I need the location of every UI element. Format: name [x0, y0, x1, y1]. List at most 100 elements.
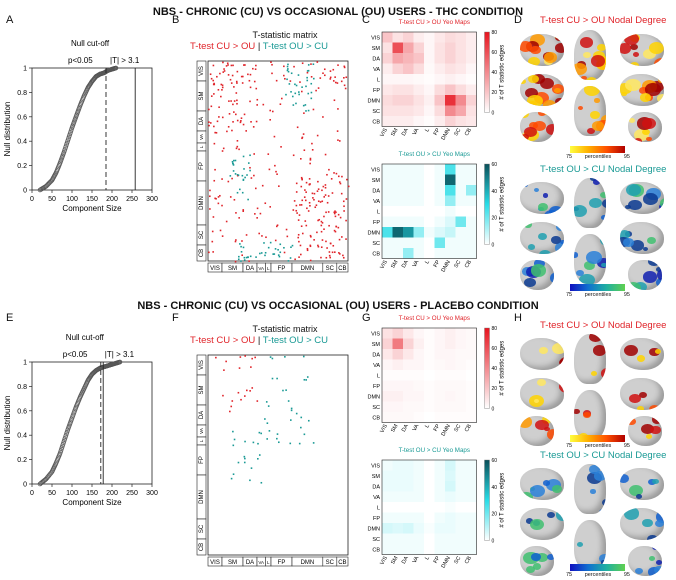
- matrix-edge: [317, 244, 319, 247]
- matrix-edge: [276, 224, 279, 227]
- brain-surface: [520, 222, 564, 254]
- matrix-edge: [298, 214, 301, 216]
- matrix-edge: [256, 207, 259, 210]
- matrix-edge: [220, 95, 222, 98]
- network-box-bottom: [336, 556, 349, 567]
- activation-blob: [580, 75, 587, 80]
- heatmap-cell: [455, 412, 466, 423]
- heatmap-row-label: CB: [372, 251, 380, 257]
- heatmap-cell: [392, 216, 403, 227]
- heatmap-cell: [434, 174, 445, 185]
- nodal-colorbar-red-placebo: [570, 435, 625, 442]
- matrix-edge: [285, 228, 288, 231]
- heatmap-cell: [424, 328, 435, 339]
- matrix-edge: [326, 201, 329, 204]
- brain-surface: [620, 182, 664, 214]
- heatmap-cell: [392, 338, 403, 349]
- matrix-edge: [343, 205, 345, 208]
- matrix-edge: [248, 260, 250, 262]
- heatmap-col-label: SC: [453, 423, 462, 433]
- matrix-edge: [233, 100, 236, 102]
- heatmap-cell: [434, 206, 445, 217]
- matrix-edge: [222, 394, 224, 397]
- matrix-edge: [253, 80, 256, 83]
- brain-surface: [574, 464, 606, 514]
- activation-blob: [623, 238, 634, 247]
- brain-surface: [520, 378, 564, 410]
- heatmap-cell: [466, 84, 477, 95]
- heatmap-cell: [413, 481, 424, 492]
- heatmap-cell: [413, 227, 424, 238]
- heatmap-cell: [455, 237, 466, 248]
- network-label-bottom: DMN: [301, 266, 315, 272]
- matrix-edge: [309, 259, 312, 262]
- activation-blob: [641, 118, 656, 130]
- colorbar-tick-label: 60: [492, 346, 498, 352]
- activation-blob: [620, 230, 631, 239]
- matrix-edge: [305, 85, 307, 88]
- brain-surface: [620, 222, 664, 254]
- network-label-left: SM: [199, 91, 205, 100]
- heatmap-cell: [392, 512, 403, 523]
- heatmap-cell: [445, 491, 456, 502]
- matrix-edge: [296, 212, 298, 214]
- nodal-title-teal-placebo: T-test OU > CU Nodal Degree: [540, 450, 667, 461]
- network-box-bottom: [336, 262, 349, 273]
- heatmap-cell: [466, 63, 477, 74]
- activation-blob: [634, 129, 650, 142]
- matrix-edge: [233, 198, 236, 201]
- matrix-edge: [341, 236, 343, 238]
- brain-surface: [574, 30, 606, 80]
- activation-blob: [522, 182, 528, 187]
- activation-blob: [657, 468, 664, 473]
- matrix-edge: [209, 122, 212, 124]
- heatmap-row-label: DA: [372, 484, 380, 490]
- activation-blob: [552, 484, 562, 493]
- matrix-edge: [301, 177, 303, 180]
- network-label-left: CB: [199, 543, 205, 551]
- heatmap-cell: [434, 349, 445, 360]
- activation-blob: [601, 374, 606, 384]
- heatmap-cell: [382, 248, 393, 259]
- heatmap-cell: [424, 105, 435, 116]
- matrix-edge: [264, 254, 266, 257]
- activation-blob: [555, 242, 564, 254]
- matrix-edge: [305, 191, 307, 193]
- brain-surface: [520, 508, 564, 540]
- matrix-edge: [337, 139, 339, 141]
- matrix-edge: [241, 191, 244, 194]
- heatmap-col-label: SC: [453, 555, 462, 565]
- matrix-edge: [223, 369, 225, 371]
- matrix-edge: [244, 64, 246, 66]
- heatmap-cell: [466, 460, 477, 471]
- matrix-edge: [340, 192, 343, 195]
- heatmap-cell: [424, 164, 435, 175]
- heatmap-cell: [413, 164, 424, 175]
- heatmap-cell: [466, 237, 477, 248]
- heatmap-cell: [403, 248, 414, 259]
- matrix-edge: [240, 251, 243, 253]
- heatmap-cell: [455, 512, 466, 523]
- matrix-edge: [271, 72, 273, 75]
- matrix-edge: [319, 77, 322, 79]
- colorbar-tick-label: 60: [492, 458, 498, 464]
- matrix-edge: [274, 164, 276, 167]
- x-tick-label: 150: [86, 490, 98, 497]
- activation-blob: [520, 492, 533, 500]
- matrix-edge: [258, 232, 261, 235]
- matrix-edge: [305, 224, 308, 227]
- heatmap-cell: [434, 42, 445, 53]
- matrix-edge: [222, 71, 225, 73]
- activation-blob: [533, 120, 547, 132]
- brain-surface: [520, 338, 564, 370]
- activation-blob: [630, 62, 640, 66]
- network-label-left: FP: [199, 162, 205, 170]
- matrix-edge: [300, 416, 303, 419]
- heatmap-cell: [455, 338, 466, 349]
- matrix-edge: [328, 224, 330, 227]
- heatmap-cell: [392, 412, 403, 423]
- heatmap-cell: [413, 84, 424, 95]
- matrix-edge: [319, 201, 322, 203]
- activation-blob: [601, 262, 606, 268]
- matrix-edge: [233, 86, 235, 88]
